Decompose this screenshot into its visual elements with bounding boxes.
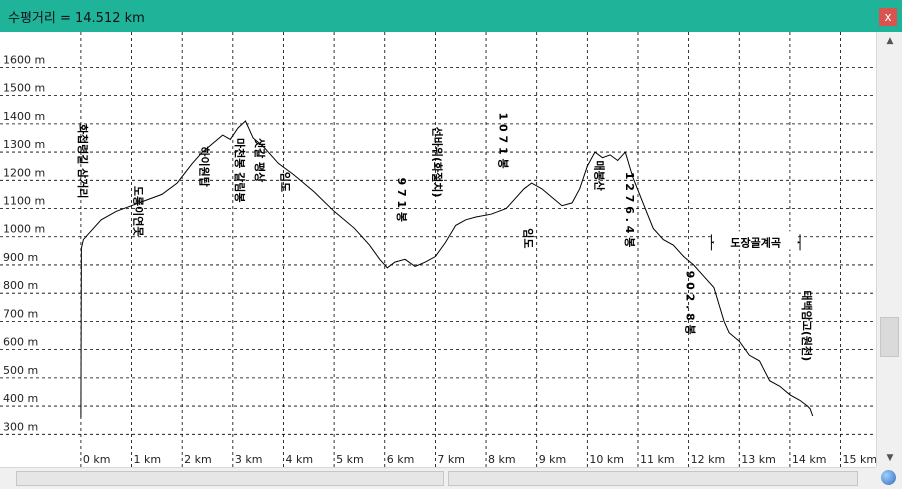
- annotation-label: 매봉산: [592, 161, 606, 191]
- annotation-label: 태백암고(원천): [800, 290, 814, 361]
- horizontal-scroll-track[interactable]: [448, 471, 858, 486]
- x-tick-label: 8 km: [488, 453, 516, 466]
- x-tick-label: 12 km: [691, 453, 726, 466]
- annotation-label: 임도: [522, 228, 535, 248]
- x-tick-label: 3 km: [235, 453, 263, 466]
- x-tick-label: 1 km: [134, 453, 162, 466]
- x-tick-label: 0 km: [83, 453, 111, 466]
- y-tick-label: 1300 m: [3, 138, 45, 151]
- annotation-label: 9 7 1 봉: [395, 177, 408, 222]
- range-label: 도장골계곡: [730, 235, 781, 249]
- elevation-profile-chart: 300 m 400 m 500 m 600 m 700 m 800 m 900 m 1000 …: [0, 32, 877, 467]
- y-tick-label: 1200 m: [3, 166, 45, 179]
- y-tick-label: 700 m: [3, 307, 38, 320]
- title-bar: 수평거리 = 14.512 km x: [0, 0, 902, 32]
- x-tick-label: 2 km: [184, 453, 212, 466]
- x-tick-label: 14 km: [792, 453, 827, 466]
- y-tick-label: 600 m: [3, 336, 38, 349]
- x-tick-label: 7 km: [437, 453, 465, 466]
- window-title: 수평거리 = 14.512 km: [8, 11, 145, 26]
- annotation-label: 화첩령길 삼거리: [76, 124, 90, 199]
- x-tick-label: 6 km: [387, 453, 415, 466]
- range-label-bg: [713, 231, 798, 250]
- y-tick-label: 1600 m: [3, 53, 45, 66]
- y-tick-label: 500 m: [3, 364, 38, 377]
- x-tick-label: 9 km: [539, 453, 567, 466]
- annotation-label: 하이원탑: [197, 146, 211, 186]
- x-tick-label: 15 km: [843, 453, 876, 466]
- scroll-up-icon[interactable]: ▲: [886, 36, 894, 46]
- annotation-label: 1 2 7 6 . 4 봉: [623, 172, 636, 248]
- vertical-scroll-thumb[interactable]: [880, 317, 899, 357]
- horizontal-scrollbar[interactable]: [0, 467, 876, 489]
- x-tick-label: 11 km: [640, 453, 675, 466]
- elevation-line: [80, 120, 814, 418]
- globe-icon[interactable]: [881, 470, 896, 485]
- y-tick-label: 400 m: [3, 392, 38, 405]
- vertical-scrollbar[interactable]: ▲ ▼: [876, 32, 902, 467]
- annotation-label: 도롱이연못: [132, 186, 146, 237]
- x-tick-label: 13 km: [741, 453, 776, 466]
- corner-box: [876, 467, 902, 489]
- scroll-down-icon[interactable]: ▼: [886, 453, 894, 463]
- annotation-label: 선바위(화절치): [430, 127, 444, 198]
- horizontal-scroll-thumb[interactable]: [16, 471, 444, 486]
- annotation-label: 9 0 2 . 8 봉: [684, 271, 697, 335]
- annotation-label: 마천봉 갈림봉: [233, 138, 247, 203]
- y-tick-label: 1000 m: [3, 223, 45, 236]
- annotation-label: 샛갈 평상: [253, 138, 267, 182]
- annotation-label: 1 0 7 1 봉: [496, 113, 509, 169]
- chart-area: 300 m 400 m 500 m 600 m 700 m 800 m 900 m 1000 …: [0, 32, 877, 467]
- y-tick-label: 1500 m: [3, 82, 45, 95]
- y-tick-label: 300 m: [3, 420, 38, 433]
- y-tick-label: 900 m: [3, 251, 38, 264]
- x-tick-label: 4 km: [285, 453, 313, 466]
- y-tick-label: 800 m: [3, 279, 38, 292]
- x-tick-label: 5 km: [336, 453, 364, 466]
- x-tick-label: 10 km: [589, 453, 624, 466]
- close-button[interactable]: x: [879, 8, 897, 26]
- y-tick-label: 1400 m: [3, 110, 45, 123]
- annotation-label: 임도: [278, 172, 291, 192]
- y-tick-label: 1100 m: [3, 195, 45, 208]
